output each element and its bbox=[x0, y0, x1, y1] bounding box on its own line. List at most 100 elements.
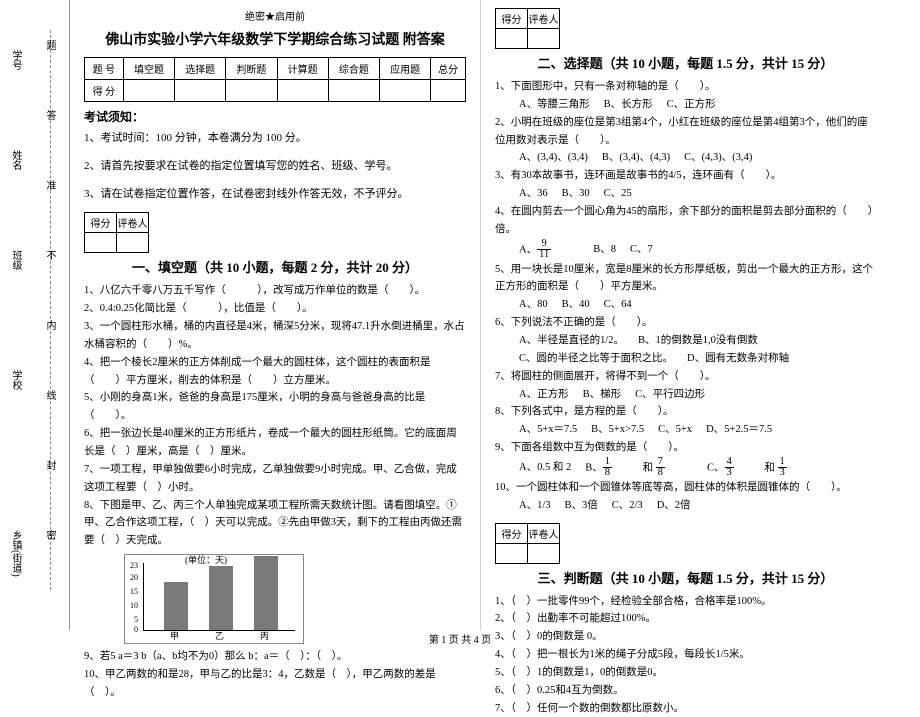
td bbox=[175, 80, 226, 102]
option: A、80 bbox=[519, 296, 548, 314]
notice-item: 3、请在试卷指定位置作答，在试卷密封线外作答无效，不予评分。 bbox=[84, 185, 466, 205]
seal-mark: 内 bbox=[42, 320, 57, 330]
option: B、8 bbox=[593, 241, 616, 259]
question: 4、（ ）把一根长为1米的绳子分成5段，每段长1/5米。 bbox=[495, 646, 876, 664]
table-row: 得 分 bbox=[85, 80, 466, 102]
seal-mark: 准 bbox=[42, 180, 57, 190]
gutter-label: 学号 bbox=[8, 50, 23, 70]
question: 3、有30本故事书，连环画是故事书的4/5，连环画有（ ）。 bbox=[495, 167, 876, 185]
section-title: 三、判断题（共 10 小题，每题 1.5 分，共计 15 分） bbox=[495, 568, 876, 587]
option: C、64 bbox=[604, 296, 632, 314]
ytick: 10 bbox=[130, 601, 138, 610]
question: 1、八亿六千零八万五千写作（ ），改写成万作单位的数是（ ）。 bbox=[84, 282, 466, 300]
th: 选择题 bbox=[175, 58, 226, 80]
option: C、5+x bbox=[658, 421, 692, 439]
notice-item: 2、请首先按要求在试卷的指定位置填写您的姓名、班级、学号。 bbox=[84, 157, 466, 177]
td bbox=[123, 80, 174, 102]
options-row: A、1/3B、3倍C、2/3D、2倍 bbox=[495, 497, 876, 515]
question: 5、小刚的身高1米，爸爸的身高是175厘米，小明的身高与爸爸身高的比是（ ）。 bbox=[84, 389, 466, 425]
bar bbox=[164, 582, 188, 630]
options-row: A、5+x＝7.5 B、5+x>7.5 C、5+x D、5+2.5＝7.5 bbox=[495, 421, 876, 439]
ytick: 5 bbox=[134, 615, 138, 624]
scorebox-cell bbox=[496, 29, 528, 49]
question: 4、把一个棱长2厘米的正方体削成一个最大的圆柱体，这个圆柱的表面积是（ ）平方厘… bbox=[84, 354, 466, 390]
section-title: 一、填空题（共 10 小题，每题 2 分，共计 20 分） bbox=[84, 257, 466, 276]
gutter-label: 乡镇(街道) bbox=[8, 530, 23, 577]
question: 9、若5 a＝3 b（a、b均不为0）那么 b：a＝（ ）：（ ）。 bbox=[84, 648, 466, 666]
option: D、5+2.5＝7.5 bbox=[706, 421, 772, 439]
question: 8、下列各式中，是方程的是（ ）。 bbox=[495, 403, 876, 421]
option: A、1/3 bbox=[519, 497, 551, 515]
bar bbox=[209, 566, 233, 630]
scorebox-cell bbox=[528, 29, 560, 49]
bars-container: 甲乙丙 bbox=[144, 563, 295, 630]
gutter-label: 姓名 bbox=[8, 150, 23, 170]
ytick: 15 bbox=[130, 587, 138, 596]
seal-mark: 密 bbox=[42, 530, 57, 540]
td bbox=[380, 80, 431, 102]
notice-heading: 考试须知： bbox=[84, 108, 466, 125]
bar bbox=[254, 556, 278, 630]
question: 5、用一块长是10厘米，宽是8厘米的长方形厚纸板，剪出一个最大的正方形，这个正方… bbox=[495, 261, 876, 297]
page-number: 第 1 页 共 4 页 bbox=[0, 631, 920, 646]
option: A、正方形 bbox=[519, 386, 569, 404]
th: 综合题 bbox=[328, 58, 379, 80]
ytick: 20 bbox=[130, 573, 138, 582]
question: 1、（ ）一批零件99个，经检验全部合格，合格率是100%。 bbox=[495, 593, 876, 611]
binding-gutter: 学号 姓名 班级 学校 乡镇(街道) 题 答 准 不 内 线 封 密 bbox=[0, 0, 70, 630]
option: B、18 和 78 bbox=[585, 457, 693, 479]
question: 10、甲乙两数的和是28，甲与乙的比是3：4，乙数是（ ），甲乙两数的差是（ ）… bbox=[84, 666, 466, 702]
question: 2、（ ）出勤率不可能超过100%。 bbox=[495, 610, 876, 628]
section-title: 二、选择题（共 10 小题，每题 1.5 分，共计 15 分） bbox=[495, 53, 876, 72]
option: A、半径是直径的1/2。 bbox=[519, 332, 624, 350]
option: B、5+x>7.5 bbox=[591, 421, 644, 439]
notice-item: 1、考试时间：100 分钟，本卷满分为 100 分。 bbox=[84, 129, 466, 149]
options-row: A、(3,4)、(3,4)B、(3,4)、(4,3)C、(4,3)、(3,4) bbox=[495, 149, 876, 167]
seal-mark: 线 bbox=[42, 390, 57, 400]
question: 8、下图是甲、乙、丙三个人单独完成某项工程所需天数统计图。请看图填空。①甲、乙合… bbox=[84, 497, 466, 551]
option: C、圆的半径之比等于面积之比。 bbox=[519, 350, 673, 368]
question: 10、一个圆柱体和一个圆锥体等底等高，圆柱体的体积是圆锥体的（ ）。 bbox=[495, 479, 876, 497]
scorebox-label: 得分 bbox=[85, 213, 117, 233]
seal-mark: 不 bbox=[42, 250, 57, 260]
section-score-box: 得分 评卷人 bbox=[495, 8, 560, 49]
th: 题 号 bbox=[85, 58, 124, 80]
td: 得 分 bbox=[85, 80, 124, 102]
options-row: A、正方形B、梯形C、平行四边形 bbox=[495, 386, 876, 404]
options-row: A、36B、30C、25 bbox=[495, 185, 876, 203]
option: A、5+x＝7.5 bbox=[519, 421, 577, 439]
question: 6、下列说法不正确的是（ ）。 bbox=[495, 314, 876, 332]
question: 7、一项工程，甲单独做要6小时完成，乙单独做要9小时完成。甲、乙合做，完成这项工… bbox=[84, 461, 466, 497]
question: 6、（ ）0.25和4互为倒数。 bbox=[495, 682, 876, 700]
question: 4、在圆内剪去一个圆心角为45的扇形，余下部分的面积是剪去部分面积的（ ）倍。 bbox=[495, 203, 876, 239]
seal-mark: 题 bbox=[42, 40, 57, 50]
options-row: A、半径是直径的1/2。 B、1的倒数是1,0没有倒数C、圆的半径之比等于面积之比… bbox=[495, 332, 876, 368]
question: 9、下面各组数中互为倒数的是（ ）。 bbox=[495, 439, 876, 457]
option: C、平行四边形 bbox=[635, 386, 705, 404]
option: A、0.5 和 2 bbox=[519, 459, 571, 477]
option: B、长方形 bbox=[604, 96, 653, 114]
exam-title: 佛山市实验小学六年级数学下学期综合练习试题 附答案 bbox=[84, 29, 466, 49]
table-row: 题 号 填空题 选择题 判断题 计算题 综合题 应用题 总分 bbox=[85, 58, 466, 80]
options-row: A、等腰三角形B、长方形C、正方形 bbox=[495, 96, 876, 114]
option: A、(3,4)、(3,4) bbox=[519, 149, 588, 167]
scorebox-label: 评卷人 bbox=[528, 9, 560, 29]
option: C、2/3 bbox=[612, 497, 643, 515]
question: 1、下面图形中，只有一条对称轴的是（ ）。 bbox=[495, 78, 876, 96]
right-column: 得分 评卷人 二、选择题（共 10 小题，每题 1.5 分，共计 15 分） 1… bbox=[480, 0, 890, 630]
th: 计算题 bbox=[277, 58, 328, 80]
scorebox-label: 得分 bbox=[496, 523, 528, 543]
th: 总分 bbox=[431, 58, 466, 80]
option: C、25 bbox=[604, 185, 632, 203]
options-row: A、0.5 和 2B、18 和 78C、43 和 13 bbox=[495, 457, 876, 479]
section-score-box: 得分 评卷人 bbox=[495, 523, 560, 564]
option: B、1的倒数是1,0没有倒数 bbox=[638, 332, 758, 350]
question: 2、0.4:0.25化简比是（ ），比值是（ ）。 bbox=[84, 300, 466, 318]
question: 5、（ ）1的倒数是1，0的倒数是0。 bbox=[495, 664, 876, 682]
option: D、2倍 bbox=[657, 497, 691, 515]
section-score-box: 得分 评卷人 bbox=[84, 212, 149, 253]
option: A、911 bbox=[519, 239, 579, 261]
td bbox=[277, 80, 328, 102]
option: A、等腰三角形 bbox=[519, 96, 590, 114]
th: 填空题 bbox=[123, 58, 174, 80]
